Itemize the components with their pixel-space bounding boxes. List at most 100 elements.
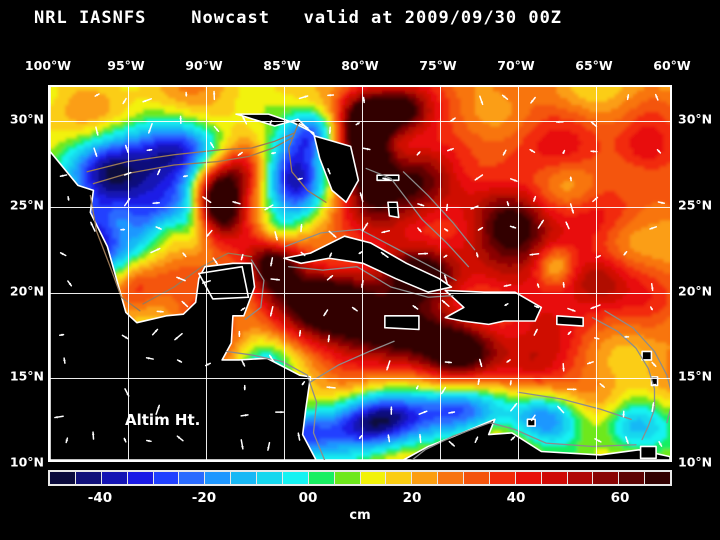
current-vector xyxy=(362,222,369,232)
current-vector xyxy=(390,406,393,415)
current-vector xyxy=(565,221,570,230)
gridline-vertical xyxy=(284,87,285,460)
current-vector xyxy=(176,276,186,282)
current-vector xyxy=(537,219,545,229)
colorbar-segment xyxy=(567,472,594,484)
lon-tick-label: 100°W xyxy=(24,58,72,73)
colorbar-segment xyxy=(438,472,464,484)
current-vector xyxy=(152,201,160,205)
current-vector xyxy=(590,121,598,128)
colorbar-segment xyxy=(334,472,361,484)
current-vector xyxy=(297,177,303,181)
current-vector xyxy=(267,441,271,451)
colorbar-tick-label: 00 xyxy=(298,490,318,506)
lon-tick-label: 95°W xyxy=(107,58,145,73)
colorbar-tick-label: 20 xyxy=(402,490,422,506)
current-vector xyxy=(509,178,518,182)
current-vector xyxy=(241,359,246,367)
current-vector xyxy=(146,148,153,152)
current-vector xyxy=(123,437,127,443)
current-vector xyxy=(533,195,537,202)
current-vector xyxy=(510,436,516,441)
current-vector xyxy=(232,201,241,205)
current-vector xyxy=(148,122,153,134)
current-vector xyxy=(274,231,278,241)
land-guadeloupe-arc-1 xyxy=(641,350,653,361)
current-vector xyxy=(444,274,448,284)
gridline-horizontal xyxy=(50,292,670,294)
current-vector xyxy=(182,175,188,178)
current-vector xyxy=(176,359,183,363)
current-vector xyxy=(624,335,630,339)
current-vector xyxy=(63,357,66,364)
current-vector xyxy=(412,305,419,310)
current-vector xyxy=(444,361,452,364)
lon-tick-label: 70°W xyxy=(497,58,535,73)
colorbar-segment xyxy=(645,472,670,484)
current-vector xyxy=(474,436,479,444)
map-panel[interactable] xyxy=(48,85,672,462)
current-vector xyxy=(241,115,248,125)
colorbar-segment xyxy=(75,472,102,484)
colorbar-segment xyxy=(308,472,335,484)
current-vector xyxy=(327,93,335,97)
current-vector xyxy=(301,381,306,386)
current-vector xyxy=(298,95,309,100)
colorbar-segment xyxy=(541,472,568,484)
current-vector xyxy=(326,386,336,389)
colorbar-segment xyxy=(231,472,257,484)
contour-west-florida-shelf xyxy=(287,123,327,203)
current-vector xyxy=(626,94,630,101)
current-vector xyxy=(270,257,274,267)
current-vector xyxy=(362,96,366,104)
colorbar-segment xyxy=(464,472,490,484)
current-vector xyxy=(209,141,215,149)
gridline-horizontal xyxy=(50,206,670,208)
current-vector xyxy=(298,123,309,129)
current-vector xyxy=(562,362,565,372)
current-vector xyxy=(146,439,152,443)
land-north-america-gulf-coast xyxy=(50,87,670,460)
current-vectors xyxy=(54,90,665,451)
lon-tick-label: 90°W xyxy=(185,58,223,73)
current-vector xyxy=(145,357,154,360)
current-vector xyxy=(150,247,161,254)
current-vector xyxy=(530,96,536,104)
current-vector xyxy=(176,435,184,442)
current-vector xyxy=(121,334,129,340)
current-vector xyxy=(649,306,654,311)
colorbar[interactable] xyxy=(48,470,672,486)
lat-tick-label: 20°N xyxy=(678,283,713,299)
current-vector xyxy=(503,284,512,287)
current-vector xyxy=(94,93,100,97)
current-vector xyxy=(358,250,363,255)
current-vector xyxy=(566,388,577,391)
lon-tick-label: 65°W xyxy=(575,58,613,73)
colorbar-segment xyxy=(412,472,439,484)
current-vector xyxy=(212,257,218,265)
current-vector xyxy=(417,252,429,255)
current-vector xyxy=(271,152,276,155)
lon-tick-label: 75°W xyxy=(419,58,457,73)
lat-tick-label: 15°N xyxy=(678,368,713,384)
current-vector xyxy=(443,254,448,258)
contour-cuba-south-shelf xyxy=(288,266,454,298)
current-vector xyxy=(270,278,281,281)
current-vector xyxy=(658,441,663,447)
current-vector xyxy=(156,168,161,176)
current-vector xyxy=(477,378,480,386)
lat-tick-label: 20°N xyxy=(9,283,44,299)
current-vector xyxy=(326,274,334,281)
lat-tick-label: 30°N xyxy=(678,111,713,127)
current-vector xyxy=(91,431,95,440)
current-vector xyxy=(297,432,301,441)
current-vector xyxy=(65,437,69,444)
current-vector xyxy=(509,380,512,386)
current-vector xyxy=(206,229,213,238)
current-vector xyxy=(530,414,536,422)
page-title: NRL IASNFS Nowcast valid at 2009/09/30 0… xyxy=(34,8,563,28)
current-vector xyxy=(213,125,220,133)
current-vector xyxy=(478,358,483,368)
current-vector xyxy=(657,201,665,204)
current-vector xyxy=(533,328,538,336)
